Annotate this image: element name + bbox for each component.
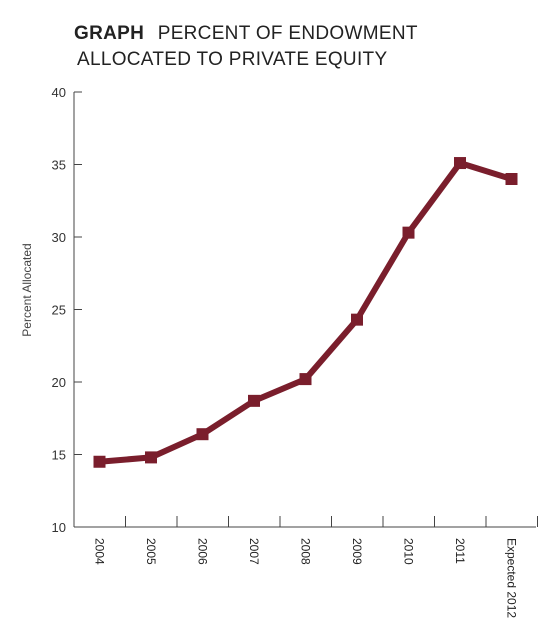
data-point-marker [402,226,415,239]
x-tick-label: 2008 [299,538,313,565]
y-tick-label: 20 [52,375,66,390]
series-layer [93,157,518,468]
chart-title-strong: GRAPH [74,23,144,44]
x-tick-label: 2005 [144,538,158,565]
data-point-marker [454,157,466,170]
data-point-marker [351,313,363,326]
data-point-marker [248,394,260,407]
y-tick-label: 35 [52,158,66,173]
chart-title-line-2: ALLOCATED TO PRIVATE EQUITY [77,49,387,70]
y-tick-label: 10 [52,520,66,535]
x-tick-label: 2010 [402,538,416,565]
data-point-marker [299,373,312,386]
series-line [96,160,515,465]
x-tick-label: 2011 [453,538,467,564]
x-axis-ticks: 2004 2005 2006 2007 2008 2009 2010 2011 Expected… [93,516,538,618]
data-point-marker [505,173,518,185]
x-tick-label: Expected 2012 [505,538,519,618]
x-tick-label: 2006 [196,538,210,565]
x-tick-label: 2004 [93,538,107,565]
data-point-marker [93,455,106,468]
y-tick-label: 30 [52,230,66,245]
y-axis-ticks: 10 15 20 25 30 35 40 [52,85,82,535]
y-tick-label: 25 [52,303,66,318]
y-axis-label: Percent Allocated [20,243,34,336]
chart-title-main: PERCENT OF ENDOWMENT [158,23,418,44]
y-tick-label: 15 [52,448,66,463]
chart-title-line-1: GRAPH PERCENT OF ENDOWMENT [74,23,418,44]
x-tick-label: 2007 [247,538,261,565]
data-point-marker [145,451,157,464]
x-tick-label: 2009 [350,538,364,565]
data-point-marker [196,428,209,441]
y-tick-label: 40 [52,85,66,100]
